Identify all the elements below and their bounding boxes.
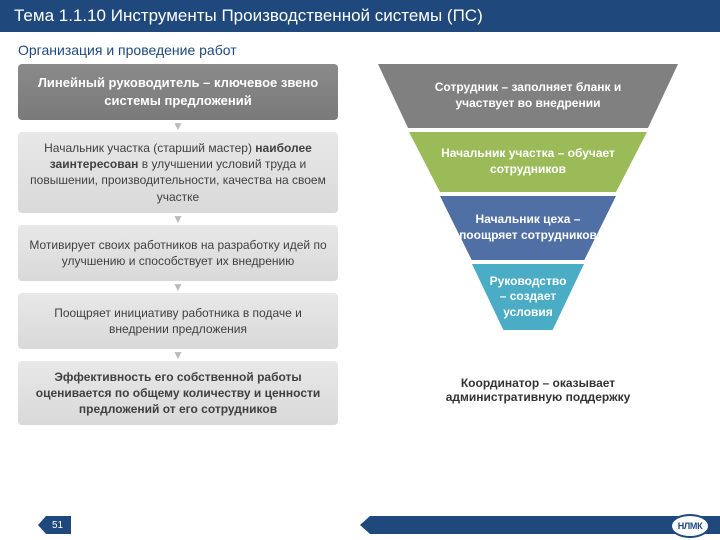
left-box-2: Мотивирует своих работников на разработк… xyxy=(18,225,338,281)
arrow-icon: ▼ xyxy=(18,215,338,223)
content-area: Линейный руководитель – ключевое звено с… xyxy=(0,64,720,464)
slide-subtitle: Организация и проведение работ xyxy=(0,32,720,64)
left-column: Линейный руководитель – ключевое звено с… xyxy=(18,64,338,464)
funnel-diagram: Сотрудник – заполняет бланк и участвует … xyxy=(378,64,678,330)
title-bar: Тема 1.1.10 Инструменты Производственной… xyxy=(0,0,720,32)
funnel-layer-1: Начальник участка – обучает сотрудников xyxy=(409,132,647,192)
arrow-icon: ▼ xyxy=(18,283,338,291)
funnel-layer-2: Начальник цеха – поощряет сотрудников xyxy=(440,196,616,260)
left-box-3: Поощряет инициативу работника в подаче и… xyxy=(18,293,338,349)
slide-title: Тема 1.1.10 Инструменты Производственной… xyxy=(14,6,483,25)
footer: 51 НЛМК xyxy=(0,512,720,540)
funnel-layer-3: Руководство – создает условия xyxy=(472,264,584,330)
funnel-layer-0: Сотрудник – заполняет бланк и участвует … xyxy=(378,64,678,128)
arrow-icon: ▼ xyxy=(18,351,338,359)
left-header-box: Линейный руководитель – ключевое звено с… xyxy=(18,64,338,120)
arrow-icon: ▼ xyxy=(18,122,338,130)
coordinator-text: Координатор – оказывает административную… xyxy=(408,376,668,404)
logo: НЛМК xyxy=(670,514,710,538)
left-box-4: Эффективность его собственной работы оце… xyxy=(18,361,338,426)
left-box-1: Начальник участка (старший мастер) наибо… xyxy=(18,132,338,213)
footer-bar xyxy=(370,516,720,534)
text: Начальник участка (старший мастер) xyxy=(44,141,255,155)
right-column: Сотрудник – заполняет бланк и участвует … xyxy=(368,64,702,464)
page-number: 51 xyxy=(46,516,71,534)
